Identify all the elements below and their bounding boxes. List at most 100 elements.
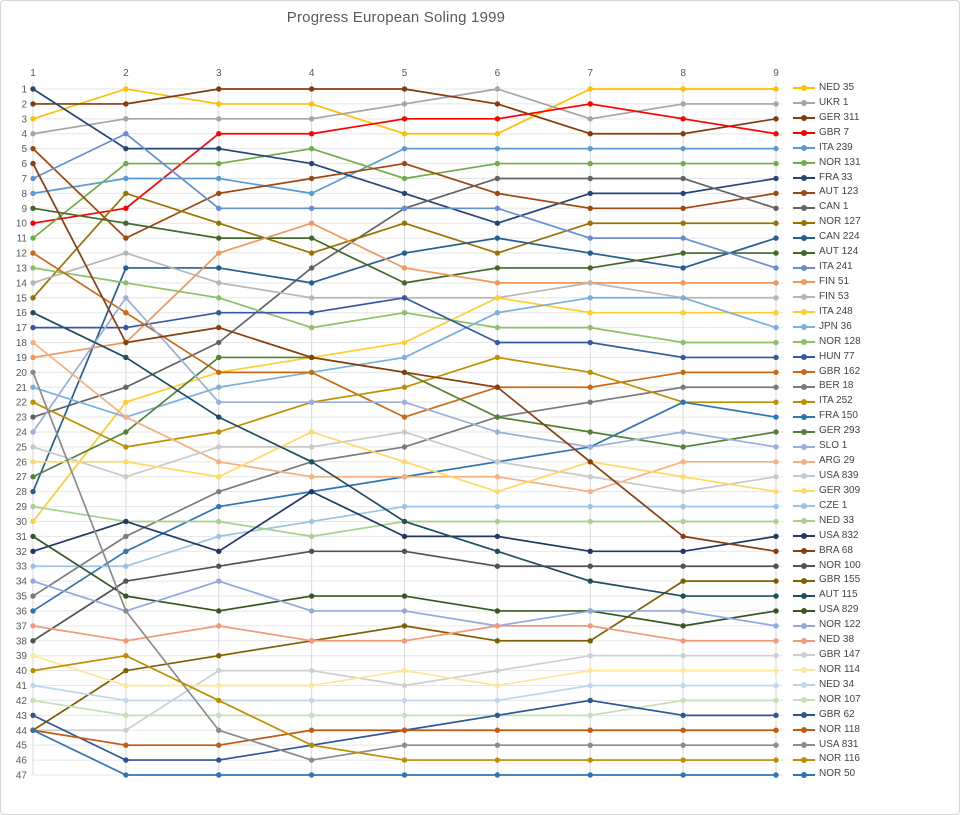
series-marker <box>30 369 36 376</box>
series-marker <box>401 399 408 405</box>
y-axis-tick-label: 11 <box>17 234 28 245</box>
series-marker <box>680 697 686 704</box>
legend-item: GBR 147 <box>793 648 953 663</box>
legend-line-marker-icon <box>793 354 815 361</box>
series-marker <box>123 444 129 450</box>
legend-item: ARG 29 <box>793 454 953 469</box>
series-marker <box>216 131 222 137</box>
legend-item: GBR 162 <box>793 365 953 380</box>
series-marker <box>773 742 779 748</box>
legend-item: GBR 155 <box>793 573 953 588</box>
x-axis-tick-label: 1 <box>30 68 36 79</box>
series-marker <box>587 235 593 241</box>
series-marker <box>216 116 222 122</box>
series-marker <box>308 712 315 719</box>
series-marker <box>216 533 222 540</box>
series-marker <box>123 145 129 152</box>
series-marker <box>216 712 222 719</box>
series-marker <box>680 116 686 122</box>
series-marker <box>680 444 686 450</box>
y-axis-tick-label: 28 <box>16 487 28 498</box>
legend-item: FIN 53 <box>793 290 953 305</box>
y-axis-tick-label: 42 <box>16 696 28 707</box>
series-marker <box>308 324 315 331</box>
legend-label: USA 829 <box>819 604 859 616</box>
legend-label: FIN 53 <box>819 290 850 302</box>
legend-item: BER 18 <box>793 379 953 394</box>
series-marker <box>494 623 501 629</box>
series-marker <box>401 518 408 525</box>
legend-label: SLO 1 <box>819 440 848 452</box>
series-marker <box>123 712 129 719</box>
series-marker <box>773 623 779 629</box>
series-marker <box>773 116 779 122</box>
legend-item: GBR 62 <box>793 708 953 723</box>
series-marker <box>123 190 129 197</box>
series-marker <box>587 309 593 316</box>
series-marker <box>773 459 779 465</box>
series-marker <box>123 608 129 614</box>
series-marker <box>587 608 593 614</box>
series-marker <box>30 444 36 450</box>
legend-label: ITA 239 <box>819 141 853 153</box>
series-marker <box>587 697 593 704</box>
series-marker <box>773 190 779 197</box>
series-marker <box>401 131 408 137</box>
series-marker <box>308 86 315 92</box>
legend-item: AUT 115 <box>793 588 953 603</box>
y-axis-tick-label: 41 <box>16 681 28 692</box>
series-marker <box>680 101 686 107</box>
legend-line-marker-icon <box>793 727 815 734</box>
series-marker <box>494 697 501 704</box>
series-marker <box>680 772 686 778</box>
legend-item: NOR 127 <box>793 215 953 230</box>
legend-item: ITA 252 <box>793 394 953 409</box>
series-marker <box>773 593 779 599</box>
y-axis-tick-label: 19 <box>16 353 28 364</box>
series-marker <box>680 369 686 376</box>
series-marker <box>587 623 593 629</box>
legend-line-marker-icon <box>793 130 815 137</box>
series-marker <box>123 652 129 659</box>
series-marker <box>773 757 779 763</box>
series-marker <box>30 578 36 584</box>
series-marker <box>216 757 222 763</box>
legend-label: UKR 1 <box>819 96 849 108</box>
series-marker <box>216 324 222 331</box>
series-marker <box>680 339 686 346</box>
series-marker <box>494 533 501 540</box>
series-marker <box>773 145 779 152</box>
series-marker <box>308 474 315 480</box>
legend-label: NED 34 <box>819 678 855 690</box>
series-marker <box>30 399 36 405</box>
series-marker <box>123 86 129 92</box>
series-marker <box>216 414 222 420</box>
series-marker <box>308 399 315 405</box>
legend-label: NOR 100 <box>819 559 861 571</box>
legend-label: NOR 114 <box>819 663 860 675</box>
series-marker <box>401 682 408 689</box>
series-marker <box>773 220 779 226</box>
series-marker <box>587 250 593 256</box>
series-marker <box>401 86 408 92</box>
series-marker <box>773 339 779 346</box>
legend-line-marker-icon <box>793 756 815 763</box>
legend-line-marker-icon <box>793 219 815 226</box>
legend-line-marker-icon <box>793 562 815 569</box>
series-marker <box>123 474 129 480</box>
series-marker <box>773 429 779 435</box>
legend-item: GER 293 <box>793 424 953 439</box>
series-marker <box>30 623 36 629</box>
y-axis-tick-label: 29 <box>16 502 28 513</box>
legend-item: SLO 1 <box>793 439 953 454</box>
legend-label: CAN 1 <box>819 201 849 213</box>
series-marker <box>587 190 593 197</box>
series-marker <box>123 295 129 301</box>
y-axis-tick-label: 21 <box>16 383 28 394</box>
series-marker <box>401 757 408 763</box>
series-marker <box>308 667 315 674</box>
series-marker <box>30 667 36 674</box>
series-marker <box>30 712 36 719</box>
legend-item: FRA 33 <box>793 171 953 186</box>
series-marker <box>216 608 222 614</box>
